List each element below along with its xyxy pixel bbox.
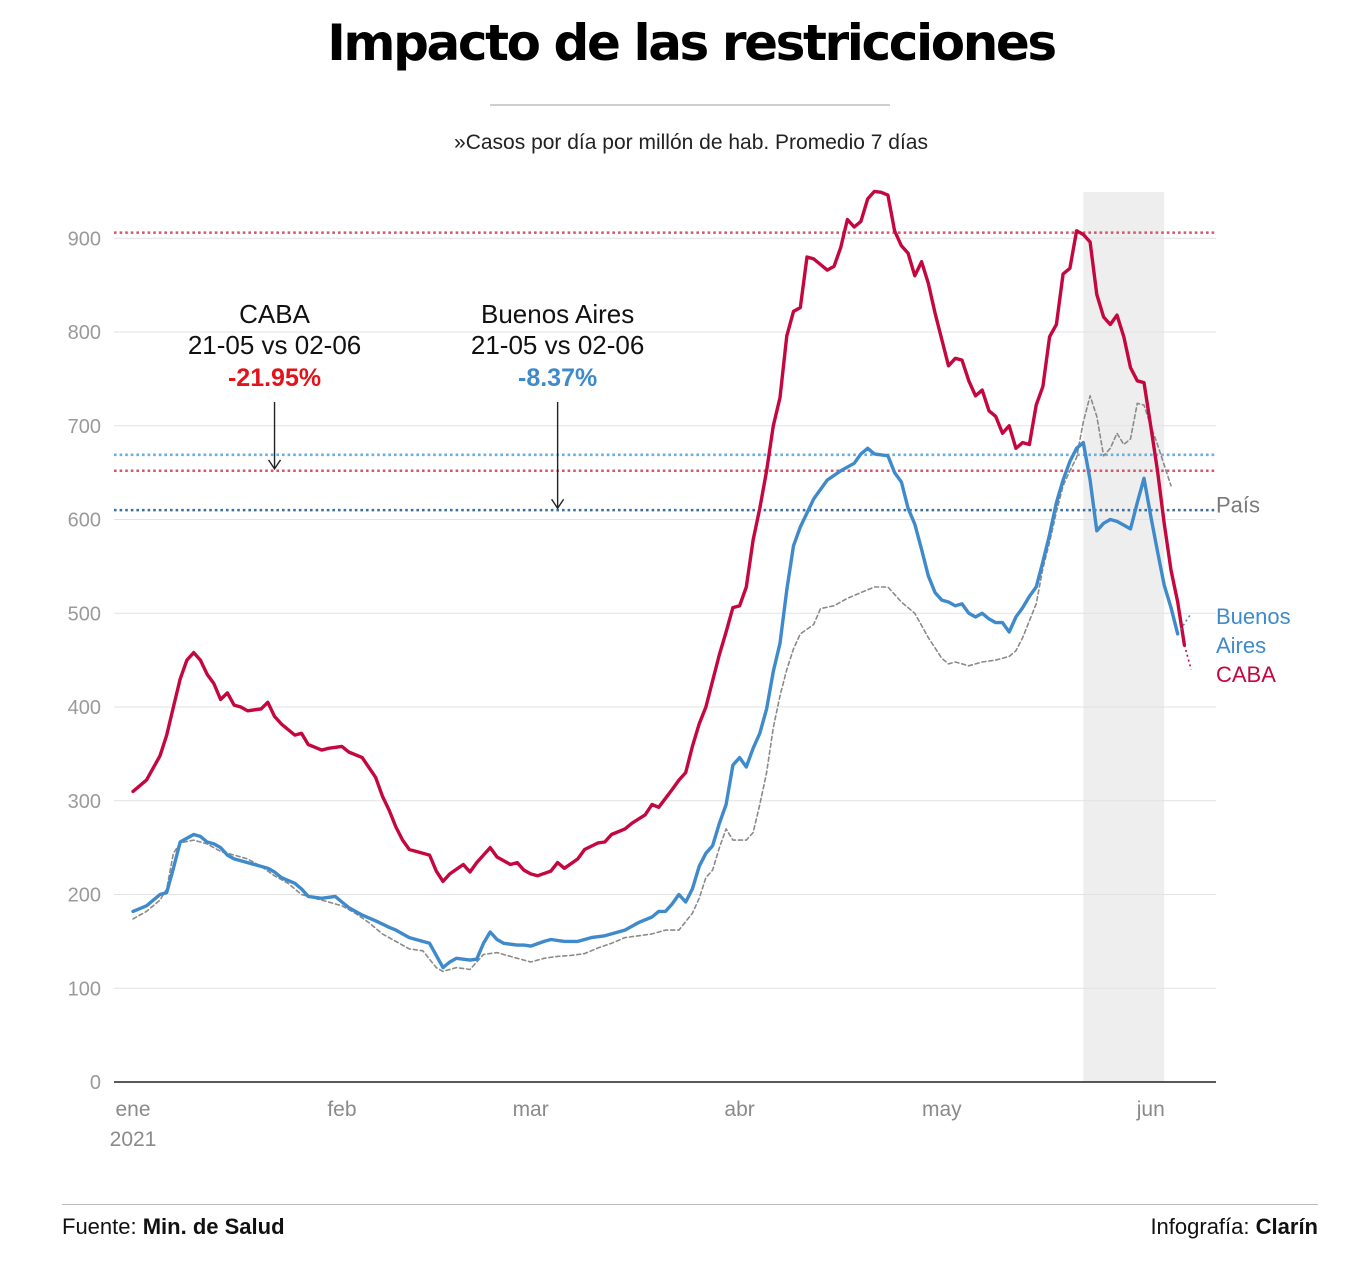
series-label: CABA <box>1216 662 1276 687</box>
source-value: Min. de Salud <box>142 1214 285 1239</box>
chart-title: Impacto de las restricciones <box>327 14 1057 72</box>
annotation-title: Buenos Aires <box>481 299 634 329</box>
series-line-buenos-aires <box>131 440 1180 970</box>
annotation-value: -8.37% <box>518 364 597 392</box>
series-label: Buenos <box>1216 604 1291 629</box>
x-tick-label: abr <box>724 1098 754 1121</box>
x-tick-sublabel: 2021 <box>110 1128 157 1151</box>
footer-divider <box>62 1204 1318 1205</box>
y-tick-label: 800 <box>68 322 101 344</box>
x-tick-label: jun <box>1136 1098 1165 1121</box>
reference-lines-group <box>114 231 1216 512</box>
y-tick-label: 400 <box>68 697 101 719</box>
label-connector <box>1183 644 1192 670</box>
source-label: Fuente: <box>62 1214 137 1239</box>
y-tick-label: 900 <box>68 228 101 250</box>
series-line-pais <box>132 395 1172 973</box>
y-tick-label: 0 <box>90 1072 101 1094</box>
footer-credit: Infografía: Clarín <box>1150 1214 1318 1240</box>
credit-label: Infografía: <box>1150 1214 1250 1239</box>
x-axis-ticks-group: ene 2021 feb mar abr may jun <box>110 1098 1165 1151</box>
annotation-subtitle: 21-05 vs 02-06 <box>188 330 361 360</box>
annotation-arrow-head <box>267 459 282 471</box>
label-connector <box>1177 612 1192 635</box>
y-tick-label: 200 <box>68 885 101 907</box>
x-tick-label: feb <box>327 1098 356 1121</box>
title-divider <box>490 104 890 106</box>
annotation-arrow-head <box>551 498 565 510</box>
x-tick-label: ene <box>115 1098 150 1121</box>
x-tick-label: may <box>922 1098 962 1121</box>
series-group <box>131 189 1192 973</box>
annotation-subtitle: 21-05 vs 02-06 <box>471 330 644 360</box>
series-line-caba <box>131 189 1187 884</box>
y-axis-ticks-group: 0 100 200 300 400 500 600 700 800 900 <box>68 228 101 1094</box>
y-tick-label: 100 <box>68 978 101 1000</box>
y-tick-label: 700 <box>68 416 101 438</box>
annotation-value: -21.95% <box>228 364 321 392</box>
y-tick-label: 300 <box>68 791 101 813</box>
annotation-title: CABA <box>239 299 310 329</box>
chart-subtitle: »Casos por día por millón de hab. Promed… <box>454 131 928 154</box>
x-tick-label: mar <box>513 1098 549 1121</box>
line-chart: 0 100 200 300 400 500 600 700 800 900 ene 2021 feb m… <box>68 189 1291 1151</box>
series-label: País <box>1216 493 1260 518</box>
credit-value: Clarín <box>1255 1214 1318 1239</box>
y-tick-label: 600 <box>68 510 101 532</box>
footer-source: Fuente: Min. de Salud <box>62 1214 285 1240</box>
highlight-band <box>1083 192 1165 1082</box>
highlight-band-group <box>1083 192 1165 1082</box>
series-labels-group: País Buenos Aires CABA <box>1216 493 1291 688</box>
series-label: Aires <box>1216 633 1266 658</box>
y-tick-label: 500 <box>68 603 101 625</box>
